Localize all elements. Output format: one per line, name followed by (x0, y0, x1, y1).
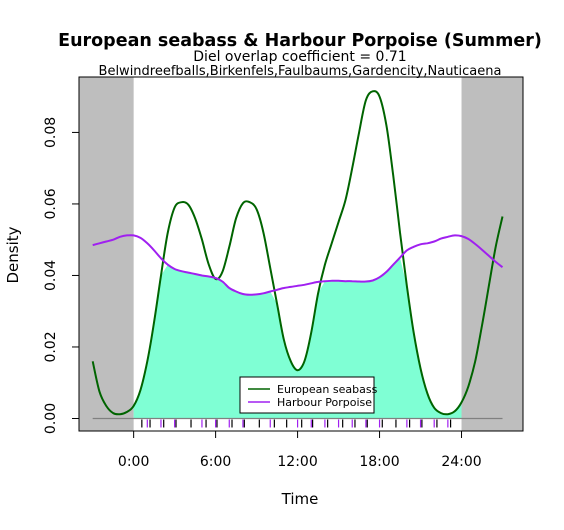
series-line-european-seabass (91, 90, 504, 416)
night-shading-group (79, 77, 523, 431)
y-axis: 0.00 0.02 0.04 0.06 0.08 (43, 117, 80, 434)
chart-title: European seabass & Harbour Porpoise (Sum… (58, 31, 542, 51)
y-axis-label: Density (4, 226, 22, 283)
y-tick-label-2: 0.04 (43, 260, 59, 291)
legend: European seabass Harbour Porpoise (239, 376, 378, 414)
x-tick-label-2: 12:00 (277, 454, 317, 470)
overlap-area (133, 257, 462, 419)
x-axis: 0:00 6:00 12:00 18:00 24:00 (118, 430, 482, 470)
rug-marks-group (141, 419, 452, 428)
legend-box (239, 376, 375, 414)
legend-label-harbour-porpoise: Harbour Porpoise (277, 396, 372, 409)
x-tick-label-4: 24:00 (441, 454, 481, 470)
density-lines-group (91, 90, 504, 416)
y-tick-label-0: 0.00 (43, 403, 59, 434)
y-tick-label-3: 0.06 (43, 188, 59, 219)
legend-label-european-seabass: European seabass (277, 383, 378, 396)
x-tick-label-3: 18:00 (359, 454, 399, 470)
x-tick-label-0: 0:00 (118, 454, 149, 470)
x-tick-label-1: 6:00 (200, 454, 231, 470)
chart-subtitle: Diel overlap coefficient = 0.71 (193, 49, 406, 65)
y-tick-label-4: 0.08 (43, 117, 59, 148)
y-tick-label-1: 0.02 (43, 331, 59, 362)
x-axis-label: Time (281, 490, 319, 508)
night-shading-0 (79, 77, 134, 431)
series-line-harbour-porpoise (92, 234, 504, 296)
chart-subtitle-sites: Belwindreefballs,Birkenfels,Faulbaums,Ga… (99, 64, 502, 79)
